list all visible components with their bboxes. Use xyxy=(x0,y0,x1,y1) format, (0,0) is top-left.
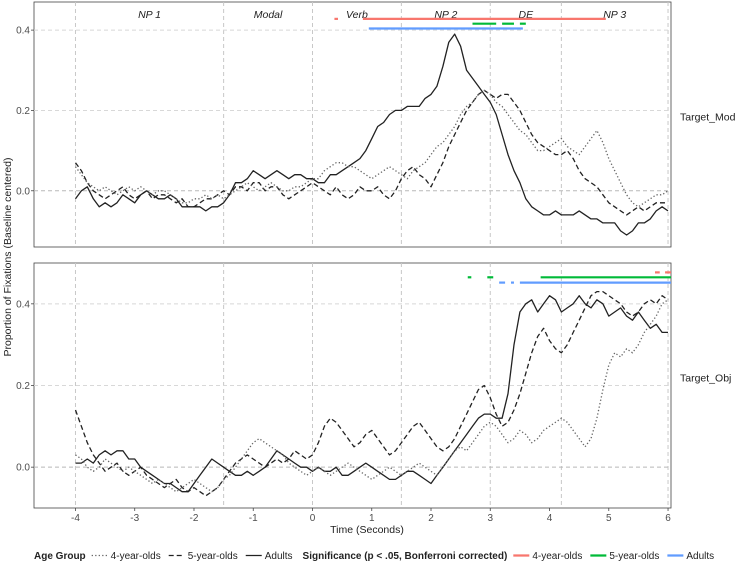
x-tick-label: 0 xyxy=(310,513,316,524)
x-tick-label: 1 xyxy=(369,513,375,524)
strip-label-target-obj: Target_Obj xyxy=(680,373,731,385)
x-tick-label: 2 xyxy=(428,513,434,524)
region-label-np-3: NP 3 xyxy=(603,9,626,21)
x-tick-label: -1 xyxy=(249,513,258,524)
x-tick-label: 3 xyxy=(487,513,493,524)
legend-label-adults: Adults xyxy=(265,551,293,562)
y-tick-label: 0.2 xyxy=(16,381,30,392)
legend-title-age-group: Age Group xyxy=(34,551,86,562)
panel-target-mod: 0.00.20.4NP 1 Modal Verb NP 2 DE NP 3Target_M… xyxy=(16,1,736,248)
y-tick-label: 0.4 xyxy=(16,299,30,310)
x-tick-label: -4 xyxy=(71,513,80,524)
series-line-5-year-olds xyxy=(74,89,668,216)
series-line-4-year-olds xyxy=(74,89,669,208)
x-tick-label: 5 xyxy=(606,513,612,524)
x-tick-label: 6 xyxy=(665,513,671,524)
y-tick-label: 0.0 xyxy=(16,463,30,474)
y-tick-label: 0.4 xyxy=(16,26,30,37)
x-tick-label: -2 xyxy=(190,513,199,524)
y-axis-title: Proportion of Fixations (Baseline center… xyxy=(2,157,14,356)
x-axis-title: Time (Seconds) xyxy=(330,524,404,536)
panel-target-obj: 0.0 0.2 0.4 Target_Obj xyxy=(16,262,731,509)
series-line-adults xyxy=(75,295,668,493)
series-line-4-year-olds xyxy=(75,299,669,493)
legend-label-significance-5-year-olds: 5-year-olds xyxy=(609,551,659,562)
legend: Age Group 4-year-olds 5-year-olds Adults Sig… xyxy=(34,551,714,562)
legend-label-significance-4-year-olds: 4-year-olds xyxy=(532,551,582,562)
series-line-5-year-olds xyxy=(74,290,669,497)
legend-title-significance: Significance (p < .05, Bonferroni correc… xyxy=(303,551,508,562)
legend-label-significance-adults: Adults xyxy=(686,551,714,562)
panel-frame xyxy=(33,1,672,248)
y-tick-label: 0.0 xyxy=(16,186,30,197)
x-tick-label: -3 xyxy=(130,513,139,524)
x-tick-label: 4 xyxy=(547,513,553,524)
strip-label-target-mod: Target_Mod xyxy=(680,112,736,124)
region-label-modal: Modal xyxy=(254,9,283,21)
x-axis: -4 -3 -2 -1 0 1 2 3 4 5 6 xyxy=(71,508,671,524)
legend-label-5-year-olds: 5-year-olds xyxy=(188,551,238,562)
region-label-verb: Verb xyxy=(346,9,368,21)
region-label-np-1: NP 1 xyxy=(138,9,161,21)
plot-panels: 0.00.20.4NP 1 Modal Verb NP 2 DE NP 3Target_M… xyxy=(16,1,736,509)
y-tick-label: 0.2 xyxy=(16,106,30,117)
legend-label-4-year-olds: 4-year-olds xyxy=(111,551,161,562)
